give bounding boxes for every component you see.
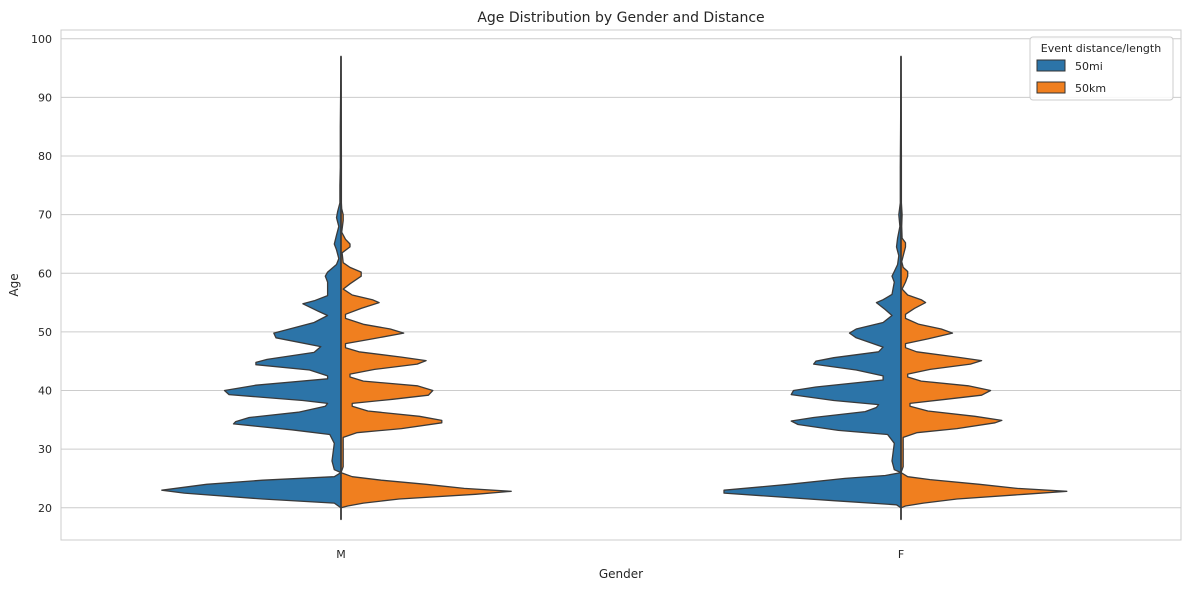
legend-label-50mi: 50mi [1075,60,1103,73]
violin-F-50km [900,55,1068,521]
legend-swatch-50mi [1036,59,1066,72]
legend-label-50km: 50km [1075,82,1106,95]
y-tick-label-80: 80 [38,150,52,163]
y-axis-ticks: 20 30 40 50 60 70 80 90 100 [31,33,52,515]
violin-M-50km [340,55,512,521]
y-tick-label-20: 20 [38,502,52,515]
plot-frame [60,29,1182,541]
y-tick-label-100: 100 [31,33,52,46]
legend-title: Event distance/length [1041,42,1161,55]
violins [161,55,1068,521]
y-tick-label-90: 90 [38,91,52,104]
y-tick-label-40: 40 [38,385,52,398]
y-tick-label-60: 60 [38,267,52,280]
y-axis-label: Age [7,273,21,296]
chart-title: Age Distribution by Gender and Distance [477,10,764,26]
x-tick-label-F: F [898,548,904,561]
y-tick-label-50: 50 [38,326,52,339]
legend: Event distance/length 50mi 50km [1029,36,1174,101]
x-axis-label: Gender [599,567,643,581]
y-tick-label-70: 70 [38,209,52,222]
x-tick-label-M: M [336,548,346,561]
violin-M-50mi [161,55,342,521]
violin-F-50mi [723,55,902,521]
y-tick-label-30: 30 [38,443,52,456]
legend-swatch-50km [1036,81,1066,94]
legend-box [1029,36,1174,101]
